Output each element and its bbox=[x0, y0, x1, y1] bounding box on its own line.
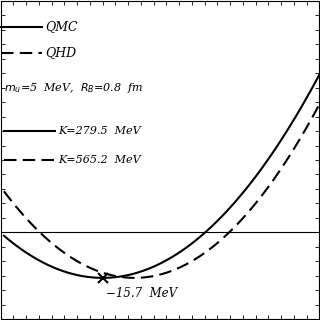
Text: K=279.5  MeV: K=279.5 MeV bbox=[58, 126, 141, 136]
Text: QMC: QMC bbox=[45, 20, 78, 33]
Text: K=565.2  MeV: K=565.2 MeV bbox=[58, 155, 141, 165]
Text: $m_u$=5  MeV,  $R_B$=0.8  fm: $m_u$=5 MeV, $R_B$=0.8 fm bbox=[4, 81, 143, 95]
Text: −15.7  MeV: −15.7 MeV bbox=[106, 287, 177, 300]
Text: QHD: QHD bbox=[45, 46, 76, 59]
